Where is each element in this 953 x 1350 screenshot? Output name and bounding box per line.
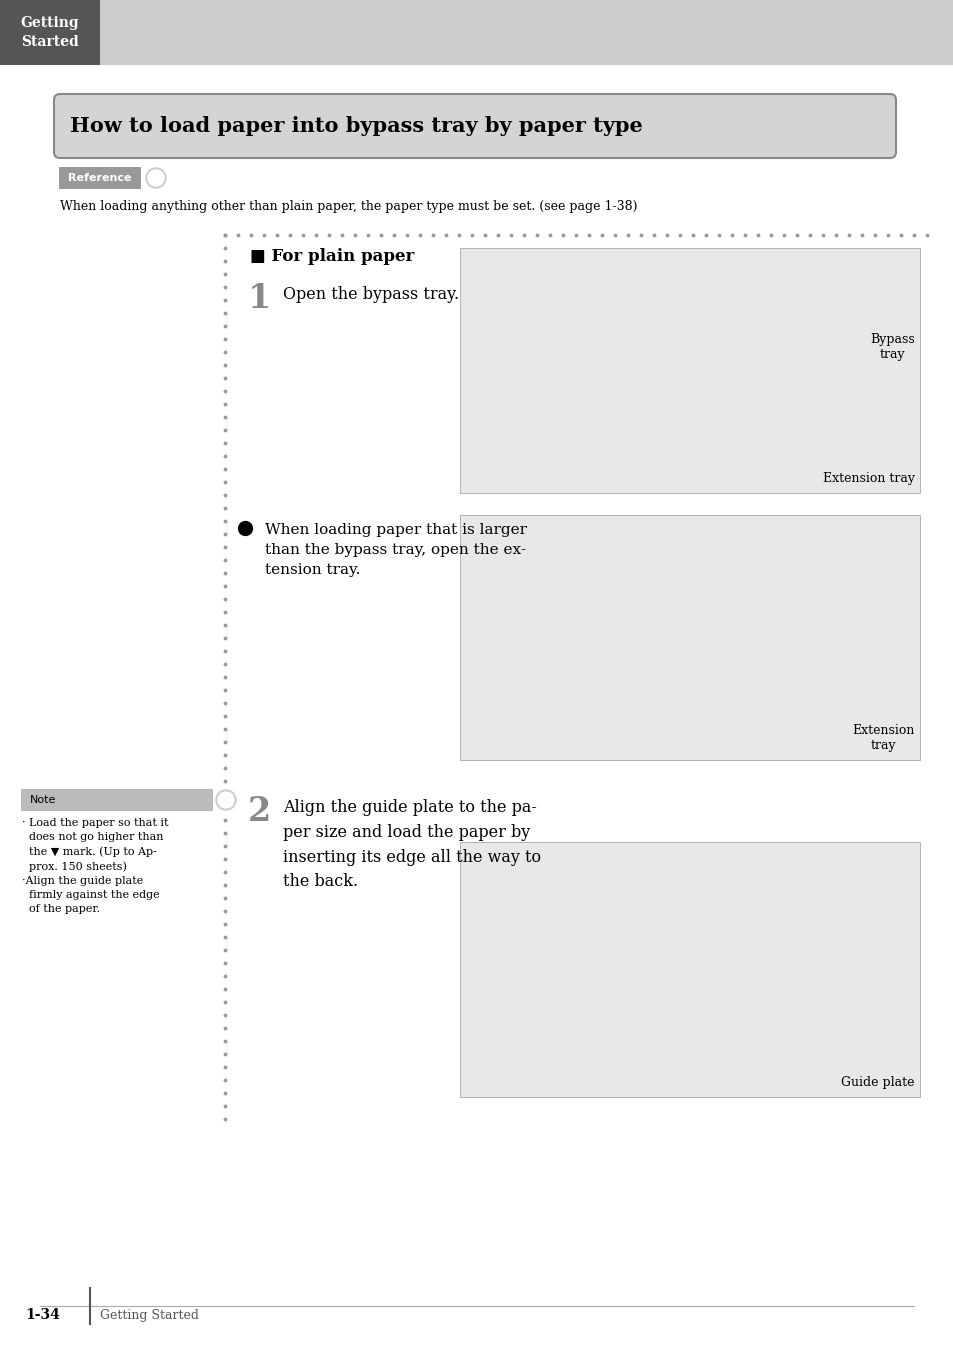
- FancyBboxPatch shape: [21, 788, 213, 811]
- Bar: [0, 0, 100, 65]
- Text: Extension
tray: Extension tray: [852, 724, 914, 752]
- Text: Open the bypass tray.: Open the bypass tray.: [283, 286, 458, 302]
- Text: · Load the paper so that it
  does not go higher than
  the ▼ mark. (Up to Ap-
 : · Load the paper so that it does not go …: [22, 818, 169, 914]
- FancyBboxPatch shape: [59, 167, 141, 189]
- Circle shape: [218, 792, 233, 809]
- Text: 1: 1: [248, 282, 271, 315]
- Text: Reference: Reference: [69, 173, 132, 184]
- Bar: [459, 248, 919, 493]
- Bar: [100, 0, 953, 65]
- Text: When loading anything other than plain paper, the paper type must be set. (see p: When loading anything other than plain p…: [60, 200, 637, 213]
- Text: Align the guide plate to the pa-
per size and load the paper by
inserting its ed: Align the guide plate to the pa- per siz…: [283, 799, 540, 891]
- Circle shape: [215, 790, 235, 810]
- Text: ■ For plain paper: ■ For plain paper: [250, 248, 414, 265]
- Bar: [459, 842, 919, 1098]
- Text: Getting
Started: Getting Started: [21, 16, 79, 49]
- Text: How to load paper into bypass tray by paper type: How to load paper into bypass tray by pa…: [70, 116, 642, 136]
- Text: 1-34: 1-34: [25, 1308, 60, 1322]
- Bar: [459, 514, 919, 760]
- Circle shape: [148, 170, 164, 186]
- FancyBboxPatch shape: [54, 95, 895, 158]
- Text: Extension tray: Extension tray: [822, 472, 914, 485]
- Text: 2: 2: [248, 795, 271, 828]
- Text: Getting Started: Getting Started: [100, 1308, 199, 1322]
- Text: When loading paper that is larger
than the bypass tray, open the ex-
tension tra: When loading paper that is larger than t…: [265, 522, 526, 576]
- Text: Note: Note: [30, 795, 56, 805]
- Text: Guide plate: Guide plate: [841, 1076, 914, 1089]
- Text: Bypass
tray: Bypass tray: [869, 333, 914, 360]
- Circle shape: [146, 167, 166, 188]
